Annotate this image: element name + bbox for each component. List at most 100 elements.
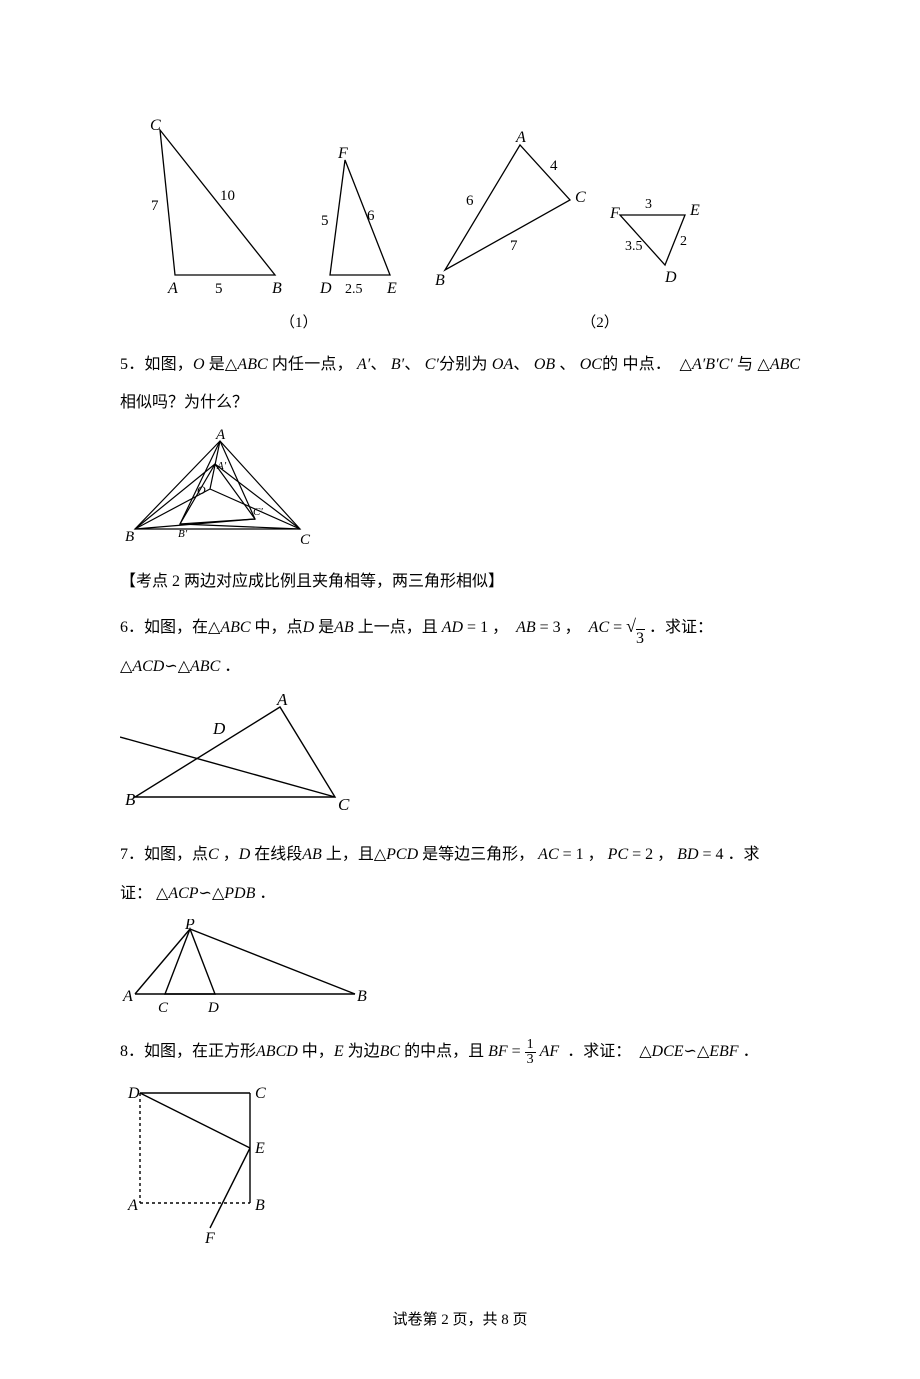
q7f-d: D — [207, 1000, 219, 1016]
q6-t4: 上一点，且 — [358, 619, 438, 636]
page-footer: 试卷第 2 页，共 8 页 — [120, 1308, 800, 1329]
q8-t6: ． — [743, 1043, 759, 1060]
q8-bf: BF — [488, 1043, 508, 1060]
len-cb: 10 — [220, 188, 235, 204]
len-de: 2.5 — [345, 282, 363, 297]
q7f-b: B — [357, 988, 367, 1005]
q8f-e: E — [254, 1140, 265, 1157]
label-b: B — [272, 280, 282, 297]
caption-1: （1） — [280, 311, 318, 332]
label-a: A — [167, 280, 178, 297]
q5f-c: C — [300, 532, 311, 548]
q6f-a: A — [276, 692, 288, 709]
q6-abc: ABC — [220, 619, 250, 636]
fig-triangle-abc-2: A B C 6 4 7 — [430, 130, 595, 305]
q7-acv: 1 — [576, 846, 584, 863]
q8f-c: C — [255, 1085, 266, 1102]
len-ca: 7 — [151, 198, 159, 214]
q7-t7: ， — [657, 846, 673, 863]
q8-af: AF — [540, 1043, 560, 1060]
q7-t6: ， — [588, 846, 604, 863]
page: C A B 7 10 5 F D E 5 6 2.5 A B C 6 — [0, 0, 920, 1379]
q7-c: C — [208, 846, 219, 863]
q5-ApBpCp: A′B′C′ — [692, 356, 733, 373]
q8-t2: 中， — [302, 1043, 334, 1060]
q5-abc2: ABC — [770, 356, 800, 373]
q5f-ap: A′ — [216, 460, 227, 472]
q7-t10: ． — [259, 885, 275, 902]
q7-t3: 在线段 — [254, 846, 302, 863]
q5-figure: A B C O A′ B′ C′ — [120, 429, 330, 549]
len-fe: 6 — [367, 208, 375, 224]
q7-t9: 证： — [120, 885, 152, 902]
q8-bc: BC — [380, 1043, 400, 1060]
q5-O: O — [193, 356, 205, 373]
label-f: F — [337, 145, 348, 162]
q5-text: 5．如图，O 是△ABC 内任一点， A′、 B′、 C′分别为 OA、 OB … — [120, 346, 800, 423]
len-ab: 5 — [215, 281, 223, 297]
label-f2: F — [609, 205, 620, 222]
q7-ab: AB — [302, 846, 322, 863]
len-ac2: 4 — [550, 158, 558, 174]
q7f-p: P — [184, 919, 195, 933]
q6-t8: ． — [224, 658, 240, 675]
label-e2: E — [689, 202, 700, 219]
len-bc2: 7 — [510, 238, 518, 254]
q8-abcd: ABCD — [256, 1043, 298, 1060]
label-e: E — [386, 280, 397, 297]
label-d: D — [319, 280, 332, 297]
q6-ab: AB — [334, 619, 354, 636]
q8-frac: 13 — [525, 1038, 536, 1067]
q6-ac: AC — [589, 619, 609, 636]
q6-adv: 1 — [480, 619, 488, 636]
len-fd: 5 — [321, 213, 329, 229]
fig-triangle-abc-1: C A B 7 10 5 — [120, 110, 295, 305]
figure-caption-row: （1） （2） — [120, 311, 800, 332]
q7f-c: C — [158, 1000, 169, 1016]
q7-bdv: 4 — [716, 846, 724, 863]
q5-t1: 5．如图， — [120, 356, 193, 373]
q6f-b: B — [125, 790, 136, 809]
q7-t4: 上，且 — [326, 846, 374, 863]
q6-t3: 是 — [318, 619, 334, 636]
q5-Cp: C′ — [425, 356, 439, 373]
q5-OB: OB — [534, 356, 555, 373]
fig-triangle-def-1: F D E 5 6 2.5 — [305, 145, 420, 305]
q5-t5: 、 — [404, 356, 420, 373]
q5-abc: ABC — [237, 356, 267, 373]
q6f-c: C — [338, 795, 350, 814]
q5-t11: 相似吗？为什么？ — [120, 394, 248, 411]
q8f-f: F — [204, 1230, 215, 1247]
q7-pcd: PCD — [386, 846, 418, 863]
q8-e: E — [334, 1043, 344, 1060]
q5-t7: 、 — [513, 356, 529, 373]
q6-text: 6．如图，在△ABC 中，点D 是AB 上一点，且 AD = 1 ， AB = … — [120, 605, 800, 687]
q7f-a: A — [122, 988, 133, 1005]
q5-t6: 分别为 — [439, 356, 488, 373]
q7-t5: 是等边三角形， — [422, 846, 534, 863]
len-ab2: 6 — [466, 193, 474, 209]
category-2: 【考点 2 两边对应成比例且夹角相等，两三角形相似】 — [120, 567, 800, 591]
q8-ebf: EBF — [709, 1043, 738, 1060]
q7-pcv: 2 — [645, 846, 653, 863]
q8f-b: B — [255, 1197, 265, 1214]
q6-abc3: ABC — [190, 658, 220, 675]
q7-figure: P A B C D — [120, 919, 380, 1019]
q6-abv: 3 — [553, 619, 561, 636]
q7-t2: ， — [223, 846, 239, 863]
q8f-d: D — [127, 1085, 140, 1102]
q8-t5: ．求证： — [567, 1043, 631, 1060]
q6-acd: ACD — [132, 658, 164, 675]
q6-figure: A B C D — [120, 692, 370, 822]
q6-sqrt: √3 — [626, 605, 645, 648]
q5-OA: OA — [492, 356, 513, 373]
q7-t1: 7．如图，点 — [120, 846, 208, 863]
q5f-o: O — [197, 483, 206, 497]
q7-d: D — [239, 846, 251, 863]
q5f-b: B — [125, 529, 134, 545]
q6-t6: ， — [565, 619, 581, 636]
q5f-a: A — [215, 429, 226, 443]
q8-t4: 的中点，且 — [404, 1043, 484, 1060]
q7-bd: BD — [677, 846, 698, 863]
q7-pc: PC — [608, 846, 628, 863]
